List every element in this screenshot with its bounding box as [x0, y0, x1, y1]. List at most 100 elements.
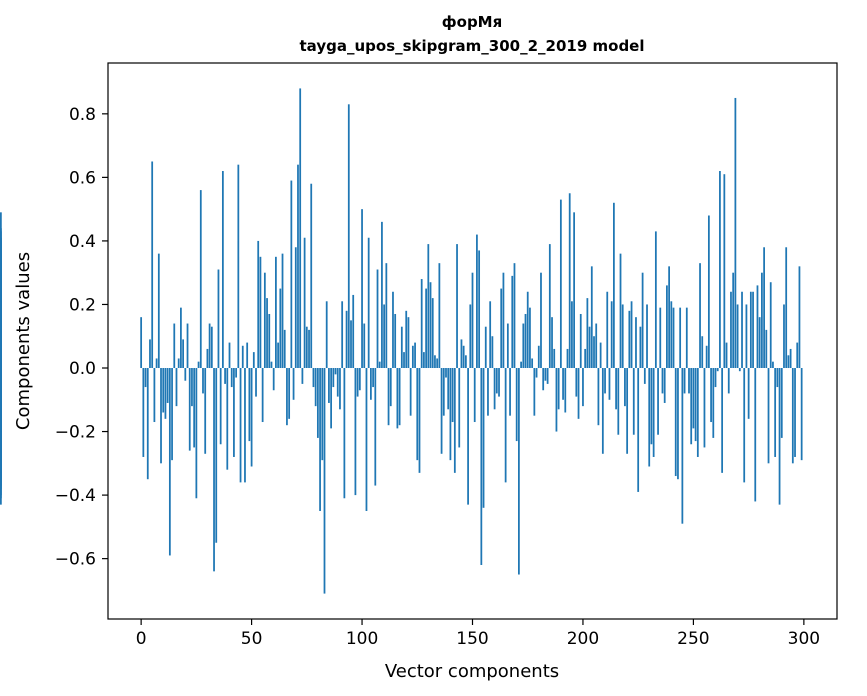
bar [654, 231, 657, 369]
bar [652, 368, 655, 457]
bar [635, 317, 637, 368]
bar [164, 368, 167, 419]
bar [736, 304, 739, 368]
bar [144, 368, 147, 388]
bar [347, 104, 350, 369]
bar [405, 310, 408, 369]
bar [732, 272, 735, 368]
bar [213, 368, 215, 572]
bar [672, 307, 675, 369]
bar [330, 368, 332, 429]
bar [429, 282, 432, 368]
bar [590, 266, 593, 369]
bar [489, 301, 492, 369]
bar [275, 256, 277, 369]
bar [502, 272, 505, 368]
bar [146, 368, 149, 480]
bar [518, 368, 520, 575]
bar [577, 368, 580, 419]
bar [562, 368, 564, 400]
bar [586, 298, 589, 369]
bar [263, 272, 266, 368]
bar [142, 368, 145, 457]
bar [175, 368, 178, 407]
bar [643, 368, 646, 384]
bar [206, 348, 209, 368]
bar [414, 342, 416, 369]
bar [661, 368, 664, 394]
x-tick-label: 200 [567, 629, 599, 649]
bar [361, 209, 363, 369]
bar [712, 368, 715, 438]
bar [513, 263, 516, 369]
bar [151, 161, 154, 368]
bar [325, 301, 328, 369]
bar [292, 368, 295, 400]
bar [482, 368, 485, 508]
x-tick-label: 300 [788, 629, 820, 649]
bar [403, 352, 405, 369]
bar [529, 307, 531, 369]
bar [756, 285, 759, 369]
bar [467, 368, 469, 505]
bar [184, 368, 187, 381]
bar [615, 368, 617, 410]
bar [440, 368, 443, 454]
bar [299, 88, 302, 369]
bar [431, 298, 434, 369]
bar [705, 345, 708, 369]
bar [462, 345, 465, 369]
bar [504, 368, 507, 483]
bar [780, 368, 783, 438]
bar [383, 304, 386, 368]
bar [321, 368, 324, 461]
bar [226, 368, 229, 470]
y-tick-label: −0.2 [55, 423, 96, 443]
bar [749, 291, 752, 368]
bar [480, 368, 483, 565]
bar [573, 212, 575, 369]
bar [425, 288, 427, 369]
bar [714, 368, 717, 388]
bar [663, 368, 666, 403]
bar [449, 368, 452, 461]
bar [453, 368, 456, 473]
bar [400, 326, 403, 368]
bar [233, 368, 235, 457]
bar [252, 352, 255, 369]
x-axis-label: Vector components [385, 661, 559, 682]
bar [721, 368, 724, 473]
bar [557, 368, 560, 410]
bar [352, 294, 355, 368]
bar [758, 317, 761, 368]
bar [381, 221, 383, 369]
bar [646, 304, 648, 368]
bar [336, 368, 339, 397]
bar [559, 199, 562, 369]
bar [579, 313, 582, 368]
bar [584, 348, 587, 368]
bar [266, 298, 268, 369]
bar [679, 307, 682, 369]
bar [597, 368, 600, 426]
bar [769, 282, 772, 368]
bar [621, 304, 624, 368]
bar [495, 368, 498, 394]
bar [604, 368, 606, 394]
bar [259, 256, 262, 369]
bar [487, 368, 489, 416]
bar [498, 368, 500, 397]
bar [310, 183, 313, 368]
bar [244, 368, 246, 483]
bar [442, 368, 445, 416]
bar [341, 301, 344, 369]
y-tick-label: −0.6 [55, 550, 96, 570]
bar [416, 368, 419, 461]
bar [314, 368, 317, 407]
bar [363, 323, 366, 369]
bar [277, 342, 279, 369]
bar [257, 240, 260, 369]
bar [246, 342, 249, 369]
bar [281, 253, 284, 369]
bar [683, 368, 686, 394]
